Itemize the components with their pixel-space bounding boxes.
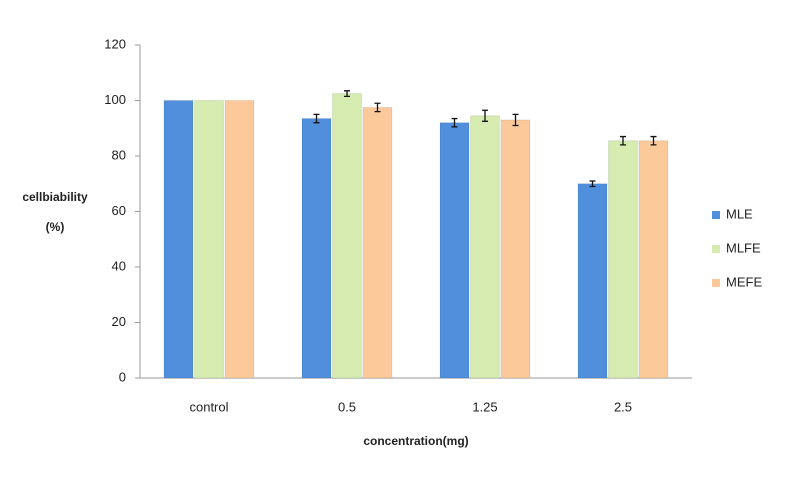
error-bar — [344, 90, 350, 97]
error-bar — [589, 180, 596, 188]
bar — [439, 122, 470, 379]
y-tick-label: 80 — [112, 147, 126, 162]
error-bar — [650, 135, 657, 146]
bar — [332, 93, 362, 379]
x-axis-title: concentration(mg) — [363, 434, 468, 448]
y-tick-label: 100 — [104, 92, 126, 107]
legend-swatch — [712, 245, 720, 253]
y-tick-label: 40 — [112, 258, 126, 273]
x-tick-label: control — [189, 399, 228, 414]
y-axis-title: cellbiability — [22, 190, 88, 204]
x-tick-label: 0.5 — [338, 399, 356, 414]
error-bar — [374, 102, 381, 113]
bar — [608, 140, 638, 379]
legend-label: MEFE — [726, 274, 762, 289]
bar — [301, 118, 332, 379]
bar — [163, 100, 194, 379]
legend-label: MLFE — [726, 240, 761, 255]
x-tick-label: 2.5 — [614, 399, 632, 414]
error-bar — [620, 135, 626, 146]
y-tick-label: 20 — [112, 314, 126, 329]
bar — [224, 100, 255, 379]
y-tick-label: 120 — [104, 36, 126, 51]
error-bar — [313, 113, 320, 124]
legend-swatch — [712, 279, 720, 287]
bar — [362, 106, 393, 379]
bar — [194, 100, 224, 379]
error-bar — [482, 109, 488, 122]
bar — [638, 140, 669, 379]
legend-label: MLE — [726, 206, 753, 221]
error-bar — [512, 113, 519, 127]
error-bar — [451, 117, 458, 128]
y-tick-label: 60 — [112, 203, 126, 218]
bar — [470, 115, 500, 379]
bar — [577, 183, 608, 379]
legend-swatch — [712, 211, 720, 219]
x-tick-label: 1.25 — [472, 399, 497, 414]
bar — [500, 119, 531, 379]
y-tick-label: 0 — [119, 369, 126, 384]
y-axis-title: (%) — [46, 220, 65, 234]
